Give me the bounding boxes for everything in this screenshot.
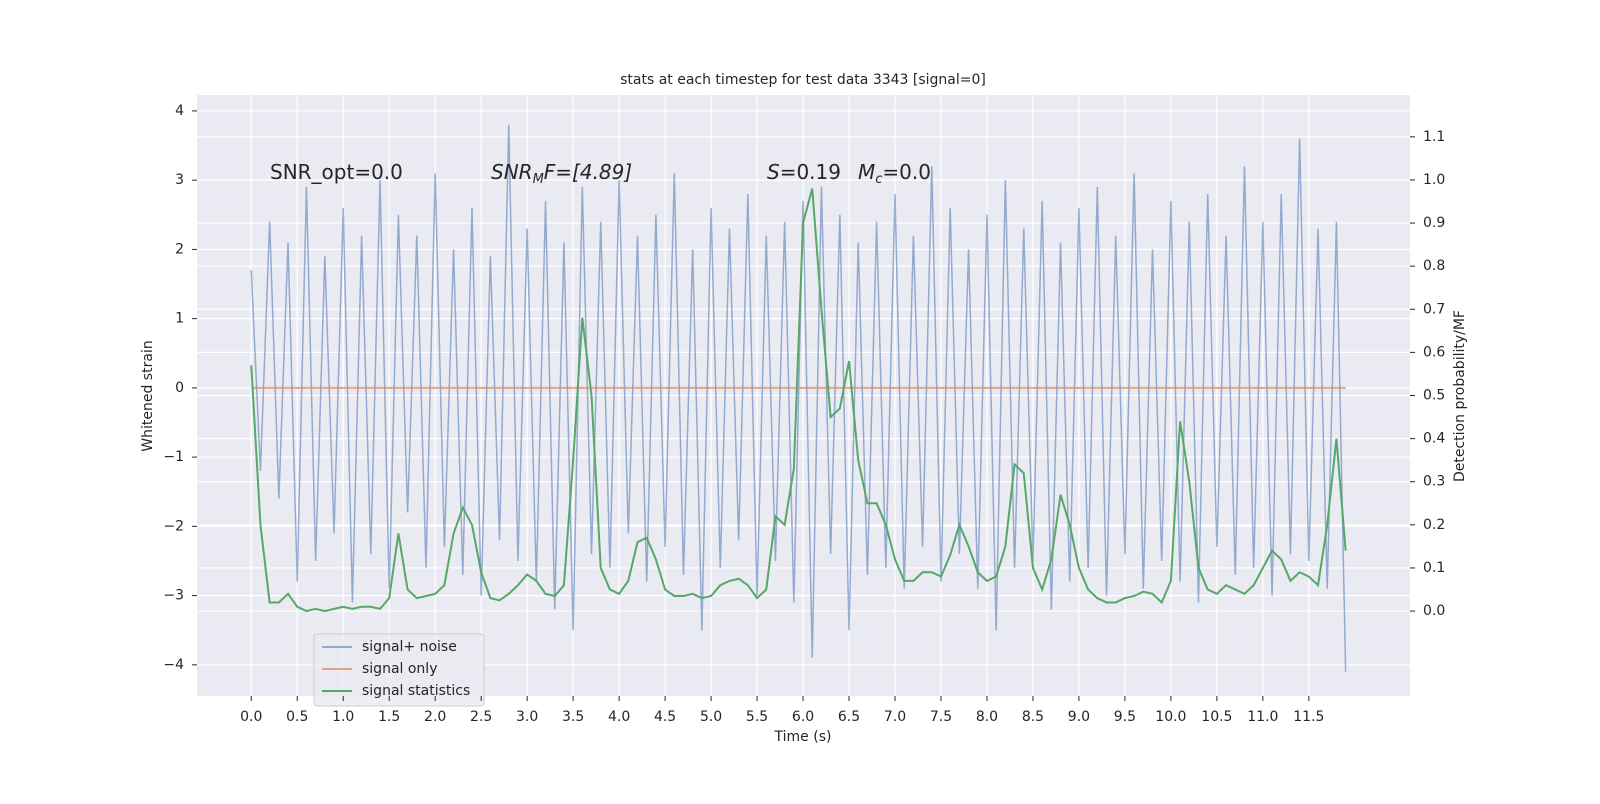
lines [250,124,1347,672]
legend: signal+ noise signal only signal statistic… [313,633,485,707]
x-tick-label: 8.5 [1022,709,1044,725]
x-tick-label: 6.5 [838,709,860,725]
annotation-text: =0.0 [882,160,931,184]
y-axis-label: Whitened strain [140,340,156,451]
annotation-text: =0.19 [780,160,841,184]
y2-tick-label: 1.0 [1423,172,1445,188]
y-tick-label: −1 [163,449,184,465]
x-tick-label: 1.5 [378,709,400,725]
y-tick-label: 0 [175,380,184,396]
y2-tick-label: 0.8 [1423,258,1445,274]
annotation: S=0.19 [767,160,841,184]
x-tick-label: 3.0 [516,709,538,725]
y-tick-label: 4 [175,103,184,119]
legend-label: signal+ noise [362,639,457,655]
annotation-subscript: c [875,172,882,187]
y2-tick-label: 0.4 [1423,431,1445,447]
annotation: SNRMF=[4.89] [491,160,632,187]
x-tick-label: 7.0 [884,709,906,725]
annotation-subscript: M [533,172,544,187]
y-tick-label: 2 [175,241,184,257]
y2-tick-label: 0.9 [1423,215,1445,231]
x-tick-label: 10.5 [1201,709,1232,725]
y-tick-label: 1 [175,311,184,327]
x-tick-label: 11.5 [1293,709,1324,725]
x-tick-label: 5.0 [700,709,722,725]
x-tick-label: 1.0 [332,709,354,725]
y2-tick-label: 0.0 [1423,603,1445,619]
x-tick-label: 8.0 [976,709,998,725]
x-tick-label: 0.0 [240,709,262,725]
x-tick-label: 4.5 [654,709,676,725]
annotation: SNR_opt=0.0 [270,160,403,184]
y2-tick-label: 0.6 [1423,344,1445,360]
annotation-text: S [767,160,780,184]
x-tick-label: 2.0 [424,709,446,725]
y-tick-label: −2 [163,518,184,534]
x-axis-label: Time (s) [774,729,832,745]
x-tick-label: 9.5 [1114,709,1136,725]
series-line [250,188,1347,613]
x-tick-label: 6.0 [792,709,814,725]
x-tick-label: 9.0 [1068,709,1090,725]
x-tick-label: 11.0 [1247,709,1278,725]
y-tick-label: 3 [175,172,184,188]
y2-tick-label: 1.1 [1423,129,1445,145]
x-tick-label: 7.5 [930,709,952,725]
annotation-text: F=[4.89] [544,160,632,184]
legend-box [313,633,485,707]
series-line [250,124,1347,672]
legend-label: signal statistics [362,683,470,699]
y2-tick-label: 0.1 [1423,560,1445,576]
x-tick-label: 0.5 [286,709,308,725]
y-tick-label: −4 [163,657,184,673]
y2-tick-label: 0.2 [1423,517,1445,533]
x-tick-label: 2.5 [470,709,492,725]
legend-label: signal only [362,661,437,677]
annotation: Mc=0.0 [858,160,931,187]
y-tick-label: −3 [163,588,184,604]
y2-axis-label: Detection probability/MF [1452,310,1468,482]
x-tick-label: 5.5 [746,709,768,725]
x-tick-label: 10.0 [1155,709,1186,725]
annotation-text: SNR [491,160,533,184]
y2-tick-label: 0.7 [1423,301,1445,317]
chart-title: stats at each timestep for test data 334… [620,72,986,88]
x-tick-label: 4.0 [608,709,630,725]
x-tick-label: 3.5 [562,709,584,725]
annotation-text: SNR_opt=0.0 [270,160,403,184]
y2-tick-label: 0.5 [1423,388,1445,404]
y2-tick-label: 0.3 [1423,474,1445,490]
annotation-text: M [858,160,875,184]
